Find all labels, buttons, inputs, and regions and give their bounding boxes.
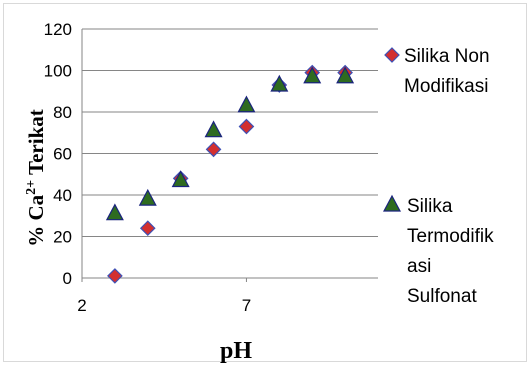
chart-frame [3,3,527,362]
y-tick-label-100: 100 [44,62,72,81]
x-tick-label-2: 2 [77,296,86,315]
legend-label-line: Termodifik [407,226,494,247]
diamond-point-5 [238,118,255,135]
diamond-point-4 [205,141,222,158]
legend-marker-triangle [383,194,401,212]
triangle-point-7 [303,66,322,84]
triangle-point-5 [237,95,256,113]
triangle-point-4 [204,120,223,138]
y-tick-label-0: 0 [63,269,72,288]
legend-label-line: Sulfonat [407,286,477,307]
legend-label-line: Modifikasi [404,76,488,97]
legend-label-line: asi [407,256,431,277]
axes [81,29,378,282]
y-tick-labels: 0 20 40 60 80 100 120 [44,20,72,288]
legend-marker-diamond [384,47,400,63]
legend: Silika NonModifikasiSilikaTermodifikasiS… [383,46,494,307]
diamond-point-2 [139,220,156,237]
legend-item-0: Silika Non Modifikasi [384,46,490,97]
y-tick-label-80: 80 [53,103,72,122]
x-tick-label-7: 7 [242,296,251,315]
y-tick-label-40: 40 [53,186,72,205]
triangle-point-8 [336,66,355,84]
data-points [105,64,355,284]
triangle-point-1 [105,203,124,221]
y-axis-label: % Ca2+ Terikat [24,109,48,247]
legend-item-1: Silika Termodifik asi Sulfonat [383,194,494,307]
gridlines [82,28,378,237]
y-tick-label-20: 20 [53,228,72,247]
x-axis-label: pH [220,338,252,364]
triangle-point-2 [138,188,157,206]
series-1 [105,66,355,221]
diamond-point-1 [107,268,123,284]
triangle-point-3 [171,170,190,188]
legend-label-line: Silika Non [404,46,490,67]
legend-label-line: Silika [407,196,453,217]
series-0 [107,64,353,284]
y-tick-label-120: 120 [44,20,72,39]
y-axis-label-suffix: Terikat [24,109,48,180]
y-axis-label-superscript: 2+ [24,180,39,195]
y-axis-label-prefix: % Ca [24,194,48,246]
y-tick-label-60: 60 [53,145,72,164]
triangle-point-6 [270,74,289,92]
